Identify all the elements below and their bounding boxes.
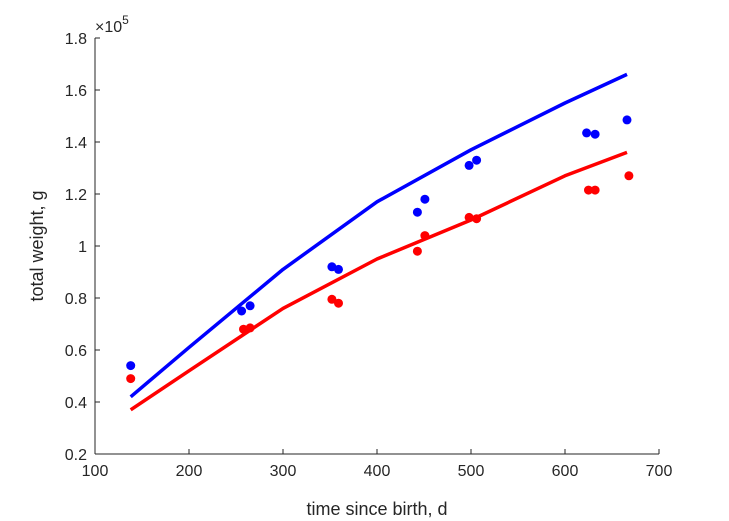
fit-lines	[129, 72, 628, 412]
data-point	[412, 246, 422, 256]
x-tick-label: 300	[270, 463, 297, 480]
fit-line-0	[129, 72, 628, 399]
data-points	[126, 115, 634, 384]
y-axis-label: total weight, g	[27, 190, 47, 301]
x-tick-label: 400	[364, 463, 391, 480]
data-point	[327, 294, 337, 304]
axes: 100 200 300 400 500 600 700 0.2 0.4 0.6 0.8 1 1.2 1.4…	[65, 31, 673, 480]
data-point	[472, 155, 482, 165]
y-tick-label: 0.4	[65, 395, 87, 412]
fit-line-1	[129, 150, 628, 412]
data-point	[472, 214, 482, 224]
data-point	[245, 301, 255, 311]
data-point	[582, 128, 592, 138]
data-point	[420, 231, 430, 241]
data-point	[584, 185, 593, 195]
y-multiplier-exponent: 5	[122, 13, 129, 27]
data-point	[590, 185, 600, 195]
data-point	[334, 264, 343, 274]
data-point	[420, 194, 430, 204]
data-point	[464, 212, 474, 222]
data-point	[245, 323, 255, 333]
data-point	[412, 207, 422, 217]
data-point	[624, 171, 634, 181]
y-tick-label: 1.2	[65, 187, 87, 204]
data-point	[237, 306, 247, 316]
y-tick-label: 1.8	[65, 31, 87, 48]
data-point	[622, 115, 632, 125]
data-point	[334, 298, 343, 308]
y-tick-label: 1.4	[65, 135, 87, 152]
x-tick-label: 100	[82, 463, 109, 480]
data-point	[590, 129, 600, 139]
y-tick-label: 1	[78, 239, 87, 256]
data-point	[464, 160, 474, 170]
x-tick-label: 600	[552, 463, 579, 480]
x-tick-label: 500	[458, 463, 485, 480]
data-point	[126, 374, 136, 384]
y-multiplier: ×105	[95, 13, 129, 36]
y-multiplier-base: ×10	[95, 19, 122, 36]
y-tick-label: 0.6	[65, 343, 87, 360]
x-axis-label: time since birth, d	[306, 499, 447, 519]
y-tick-label: 0.2	[65, 447, 87, 464]
x-tick-label: 200	[176, 463, 203, 480]
y-tick-label: 1.6	[65, 83, 87, 100]
labels: time since birth, d total weight, g ×105	[27, 13, 448, 519]
data-point	[126, 361, 136, 371]
x-tick-label: 700	[646, 463, 673, 480]
y-tick-label: 0.8	[65, 291, 87, 308]
